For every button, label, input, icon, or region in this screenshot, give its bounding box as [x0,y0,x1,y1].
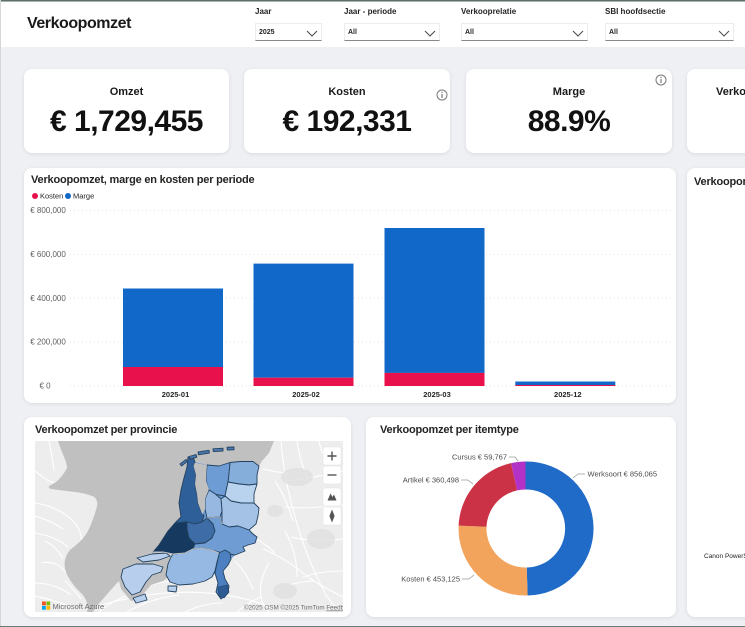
svg-text:Kosten € 453,125: Kosten € 453,125 [401,575,460,584]
svg-text:2025-12: 2025-12 [554,390,582,399]
svg-text:Microsoft Azure: Microsoft Azure [53,602,105,611]
svg-text:Marge: Marge [73,192,94,201]
svg-text:€ 200,000: € 200,000 [30,338,66,347]
svg-text:Cursus € 59,767: Cursus € 59,767 [452,453,507,462]
svg-text:Werksoort € 856,065: Werksoort € 856,065 [588,470,658,479]
svg-text:2025-01: 2025-01 [162,390,190,399]
svg-text:2025-02: 2025-02 [292,390,320,399]
svg-text:€ 400,000: € 400,000 [30,294,66,303]
svg-text:©2025 OSM ©2025 TomTom Feedb: ©2025 OSM ©2025 TomTom Feedback [244,604,343,612]
svg-text:Kosten: Kosten [40,192,63,201]
svg-text:€ 800,000: € 800,000 [30,206,66,215]
svg-text:Artikel € 360,498: Artikel € 360,498 [403,476,459,485]
svg-text:2025-03: 2025-03 [423,390,451,399]
svg-text:€ 0: € 0 [39,382,51,391]
svg-text:€ 600,000: € 600,000 [30,250,66,259]
